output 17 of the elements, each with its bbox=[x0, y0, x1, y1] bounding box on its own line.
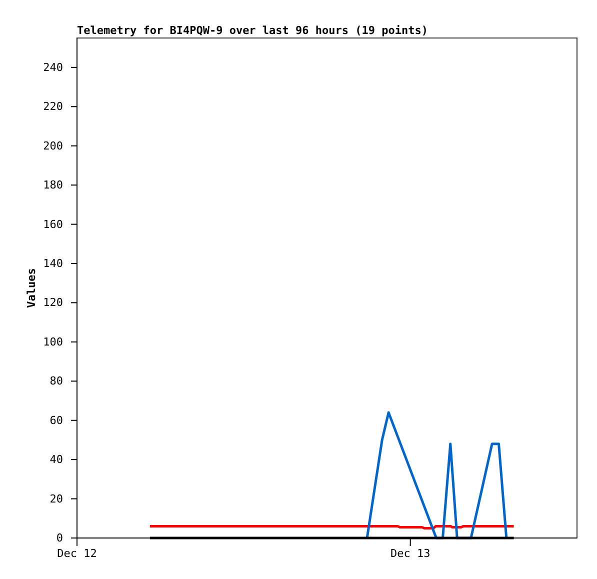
chart-title: Telemetry for BI4PQW-9 over last 96 hours (19 points) bbox=[77, 24, 428, 37]
y-tick-label: 200 bbox=[43, 139, 63, 152]
y-tick-label: 80 bbox=[50, 374, 63, 388]
y-tick-label: 160 bbox=[43, 218, 63, 231]
y-tick-label: 140 bbox=[43, 257, 63, 270]
y-tick-label: 100 bbox=[43, 335, 63, 348]
x-tick-label: Dec 13 bbox=[390, 546, 430, 560]
y-tick-label: 40 bbox=[50, 453, 63, 466]
y-tick-label: 120 bbox=[43, 296, 63, 310]
y-tick-label: 220 bbox=[43, 100, 63, 114]
y-axis-title: Values bbox=[25, 268, 38, 308]
y-tick-label: 180 bbox=[43, 178, 63, 192]
y-tick-label: 240 bbox=[43, 60, 63, 74]
y-tick-label: 0 bbox=[56, 532, 63, 545]
x-tick-label: Dec 12 bbox=[57, 546, 97, 560]
y-tick-label: 20 bbox=[50, 492, 63, 506]
y-tick-label: 60 bbox=[50, 414, 63, 427]
